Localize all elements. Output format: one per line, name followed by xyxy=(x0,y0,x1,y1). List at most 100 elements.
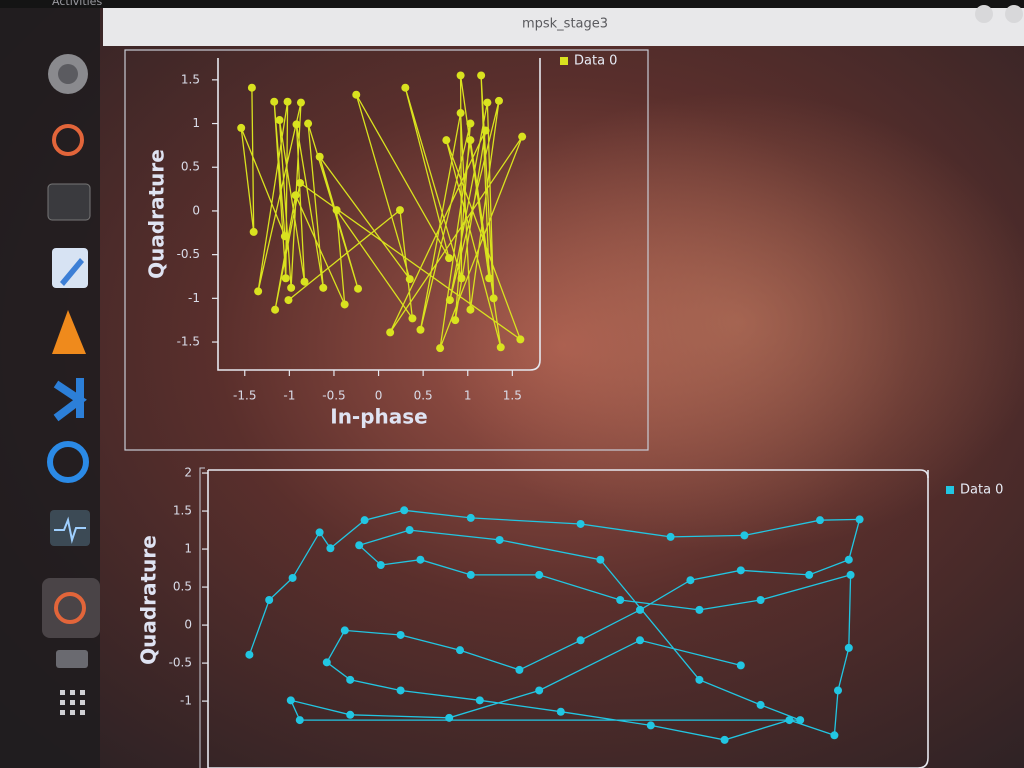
data-point xyxy=(386,328,395,337)
data-point xyxy=(340,626,349,635)
y-tick-label: 1 xyxy=(184,542,192,556)
dock-icon-gnuradio[interactable] xyxy=(52,124,84,156)
data-point xyxy=(296,98,305,107)
y-tick-label: 2 xyxy=(184,466,192,480)
data-point xyxy=(355,541,364,550)
data-point xyxy=(300,277,309,286)
dock-icon-drive[interactable] xyxy=(56,650,88,668)
window-title: mpsk_stage3 xyxy=(522,17,608,32)
data-point xyxy=(247,83,256,92)
data-point xyxy=(457,274,466,283)
data-point xyxy=(466,570,475,579)
data-point xyxy=(295,716,304,725)
series-line xyxy=(248,509,861,741)
data-point xyxy=(436,344,445,353)
data-point xyxy=(518,132,527,141)
data-point xyxy=(405,526,414,535)
dock-icon-gnuradio-active[interactable] xyxy=(54,592,86,624)
data-point xyxy=(495,535,504,544)
data-point xyxy=(245,650,254,659)
y-tick-label: -0.5 xyxy=(169,656,192,670)
data-point xyxy=(466,119,475,128)
data-point xyxy=(695,605,704,614)
data-point xyxy=(284,296,293,305)
data-point xyxy=(483,98,492,107)
data-point xyxy=(304,119,313,128)
y-tick-label: 1.5 xyxy=(173,504,192,518)
data-point xyxy=(834,686,842,695)
chart-frame xyxy=(124,49,649,451)
chart-frame xyxy=(199,467,205,768)
data-point xyxy=(249,227,258,236)
dock-icons xyxy=(42,54,100,715)
x-tick-label: 1 xyxy=(464,389,472,403)
data-point xyxy=(516,335,525,344)
data-point xyxy=(280,232,289,241)
data-point xyxy=(481,126,490,135)
charts: -1.5 -1 -0.5 0 0.5 1 1.5 -1.5 -1 -0.5 0 0.5 1 1.5 Quad… xyxy=(137,54,1003,768)
data-point xyxy=(340,300,349,309)
data-point xyxy=(292,120,301,129)
dock-icon-sync[interactable] xyxy=(47,441,89,483)
y-axis-title: Quadrature xyxy=(137,535,161,665)
y-tick-label: 1 xyxy=(192,116,200,130)
data-point xyxy=(494,96,503,105)
data-point xyxy=(535,570,544,579)
data-point xyxy=(401,83,410,92)
dock-app-grid[interactable] xyxy=(60,690,85,715)
x-tick-label: -0.5 xyxy=(322,389,345,403)
data-point xyxy=(796,716,805,725)
activities-button[interactable]: Activities xyxy=(52,0,102,8)
data-point xyxy=(296,178,305,187)
data-point xyxy=(360,516,369,525)
data-point xyxy=(535,686,544,695)
data-point xyxy=(736,566,745,575)
data-point xyxy=(830,731,839,740)
data-point xyxy=(720,735,729,744)
data-point xyxy=(396,686,405,695)
data-point xyxy=(322,658,331,667)
data-point xyxy=(846,570,855,579)
dock-icon-vlc[interactable] xyxy=(52,310,86,354)
minimize-button[interactable] xyxy=(975,5,993,23)
plot-box xyxy=(217,58,541,371)
data-point xyxy=(477,71,486,80)
data-point xyxy=(346,710,355,719)
data-point xyxy=(576,519,585,528)
data-point xyxy=(805,570,814,579)
dock-icon-editor[interactable] xyxy=(52,248,88,288)
data-point xyxy=(475,696,484,705)
data-point xyxy=(291,191,300,200)
data-point xyxy=(395,206,404,215)
data-point xyxy=(265,595,274,604)
series-line xyxy=(240,75,523,349)
data-point xyxy=(405,275,414,284)
data-point xyxy=(666,532,675,541)
dock-icon-terminal[interactable] xyxy=(47,183,91,221)
data-point xyxy=(288,573,297,582)
data-point xyxy=(326,544,335,553)
y-axis-title: Quadrature xyxy=(145,149,169,279)
data-point xyxy=(408,314,417,323)
close-button[interactable] xyxy=(1005,5,1023,23)
data-point xyxy=(855,515,864,524)
data-point xyxy=(332,206,341,215)
data-point xyxy=(466,136,475,145)
data-point xyxy=(451,316,460,325)
data-point xyxy=(376,561,385,570)
legend-label: Data 0 xyxy=(574,54,617,69)
data-point xyxy=(275,116,284,125)
data-point xyxy=(456,109,465,118)
data-point xyxy=(844,643,853,652)
data-point xyxy=(695,675,704,684)
data-point xyxy=(352,90,361,99)
data-point xyxy=(515,665,524,674)
dock-icon-vscode[interactable] xyxy=(53,378,87,422)
data-point xyxy=(286,696,295,705)
dock-active-highlight xyxy=(42,578,100,638)
x-tick-label: 0.5 xyxy=(414,389,433,403)
data-point xyxy=(271,305,280,314)
legend-swatch xyxy=(560,57,568,65)
